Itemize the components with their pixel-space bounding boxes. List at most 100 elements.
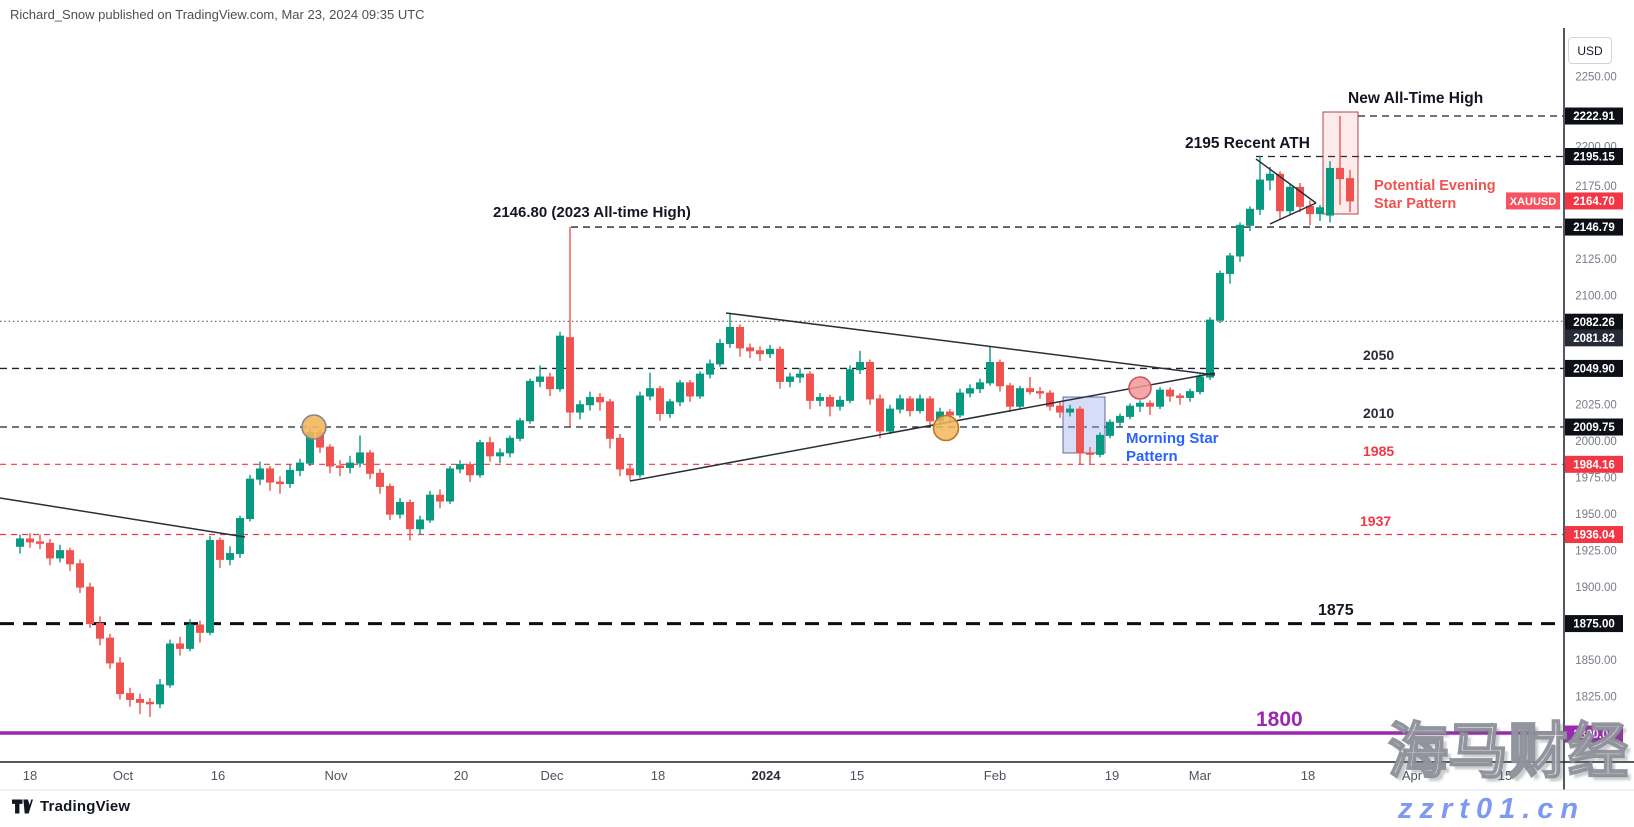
price-label-box (1565, 313, 1623, 331)
price-label-box (1565, 725, 1623, 743)
time-tick[interactable]: 18 (1301, 768, 1315, 783)
price-tick[interactable]: 2100.00 (1575, 290, 1617, 302)
candle-body (626, 468, 634, 476)
triangle-lower-line[interactable] (629, 372, 1216, 482)
candle-body (296, 462, 304, 471)
time-tick[interactable]: 20 (454, 768, 468, 783)
time-tick[interactable]: Apr (1402, 768, 1423, 783)
time-tick[interactable]: Dec (540, 768, 564, 783)
candle-body (966, 388, 974, 394)
candle-body (206, 539, 214, 633)
candle-body (1276, 173, 1284, 212)
candle-body (96, 623, 104, 639)
candle-body (26, 538, 34, 543)
time-tick[interactable]: 15 (850, 768, 864, 783)
candle-body (166, 643, 174, 686)
candle-body (916, 398, 924, 412)
watermark-url-text: zzrt01.cn (1398, 793, 1586, 825)
candle-body (716, 342, 724, 365)
candle-body (1216, 272, 1224, 321)
candle-body (176, 643, 184, 649)
price-label-text: 2081.82 (1573, 333, 1615, 345)
candle-body (356, 452, 364, 464)
time-tick[interactable]: 15 (1498, 768, 1512, 783)
candle-body (766, 348, 774, 355)
candle-body (36, 541, 44, 544)
price-label-box (1565, 615, 1623, 633)
time-tick[interactable]: Nov (324, 768, 348, 783)
candle-body (446, 468, 454, 502)
time-tick[interactable]: 18 (23, 768, 37, 783)
pennant-lower-line[interactable] (1269, 202, 1317, 225)
candle-body (1026, 388, 1034, 393)
candle-body (926, 398, 934, 422)
candle-body (1146, 402, 1154, 407)
time-tick[interactable]: 19 (1105, 768, 1119, 783)
price-label-text: 2082.26 (1573, 317, 1615, 329)
candle-body (376, 472, 384, 487)
price-label-box (1565, 455, 1623, 473)
time-tick[interactable]: 16 (211, 768, 225, 783)
price-tick[interactable]: 2175.00 (1575, 181, 1617, 193)
candle-body (756, 350, 764, 355)
price-tick[interactable]: 1900.00 (1575, 582, 1617, 594)
price-tick[interactable]: 2125.00 (1575, 254, 1617, 266)
candle-body (1076, 408, 1084, 454)
candle-body (46, 542, 54, 559)
sep-downtrend-line[interactable] (0, 497, 246, 538)
symbol-tag-box (1506, 192, 1560, 210)
price-label-text: 2195.15 (1573, 152, 1615, 164)
candle-body (906, 398, 914, 412)
candle-body (776, 348, 784, 382)
tradingview-attribution[interactable]: TradingView (12, 797, 130, 816)
price-label-text: 2049.90 (1573, 363, 1615, 375)
price-tick[interactable]: 2250.00 (1575, 71, 1617, 83)
breakout-circle[interactable] (1128, 376, 1152, 400)
candle-body (836, 399, 844, 407)
time-tick[interactable]: Feb (984, 768, 1006, 783)
time-tick[interactable]: Mar (1189, 768, 1212, 783)
time-tick[interactable]: 18 (651, 768, 665, 783)
candle-body (86, 586, 94, 625)
candle-body (1346, 178, 1354, 202)
candle-body (676, 382, 684, 403)
candle-body (56, 550, 64, 559)
price-tick[interactable]: 1925.00 (1575, 546, 1617, 558)
price-label-box (1565, 192, 1623, 210)
price-tick[interactable]: 2000.00 (1575, 436, 1617, 448)
candle-body (1236, 224, 1244, 257)
candle-body (1176, 395, 1184, 398)
oct-resistance-circle[interactable] (301, 414, 327, 440)
time-tick[interactable]: 2024 (752, 768, 782, 783)
candle-body (1316, 207, 1324, 215)
candle-body (816, 396, 824, 401)
price-tick[interactable]: 1850.00 (1575, 655, 1617, 667)
candle-body (526, 380, 534, 422)
candle-body (666, 401, 674, 415)
candle-body (456, 464, 464, 470)
candle-body (226, 553, 234, 560)
candle-body (1116, 415, 1124, 423)
candle-body (1296, 186, 1304, 207)
candle-body (1086, 452, 1094, 455)
candle-body (1126, 405, 1134, 417)
feb-trendline-circle[interactable] (932, 414, 960, 442)
currency-button[interactable]: USD (1568, 37, 1612, 64)
candle-body (1336, 167, 1344, 180)
triangle-upper-line[interactable] (725, 312, 1216, 376)
price-label-box (1565, 107, 1623, 125)
price-tick[interactable]: 2025.00 (1575, 400, 1617, 412)
candle-body (1156, 389, 1164, 407)
price-tick[interactable]: 1825.00 (1575, 692, 1617, 704)
candle-body (146, 701, 154, 705)
price-tick[interactable]: 1950.00 (1575, 509, 1617, 521)
time-tick[interactable]: Oct (113, 768, 134, 783)
price-tick[interactable]: 1975.00 (1575, 473, 1617, 485)
candle-body (496, 452, 504, 457)
candle-body (1046, 392, 1054, 407)
pennant-upper-line[interactable] (1255, 158, 1317, 204)
candle-body (606, 401, 614, 439)
candle-body (186, 624, 194, 649)
candle-body (646, 388, 654, 397)
